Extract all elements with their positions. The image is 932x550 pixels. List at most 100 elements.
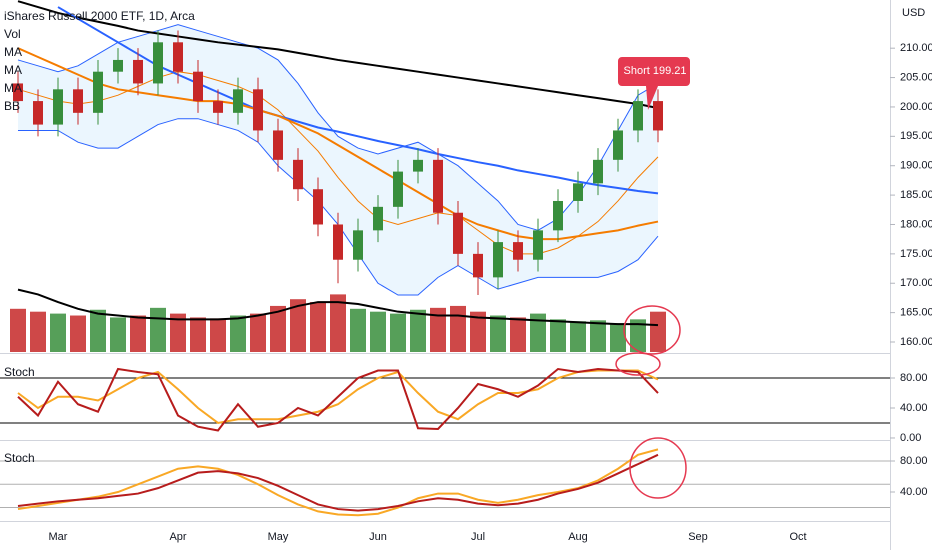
volume-bar — [390, 313, 406, 352]
candle-body — [373, 206, 383, 231]
x-tick-label: Aug — [568, 531, 588, 543]
annotation-text: Short 199.21 — [624, 65, 687, 77]
volume-bar — [570, 321, 586, 352]
volume-bar — [70, 315, 86, 352]
volume-bar — [50, 313, 66, 352]
candle-body — [53, 89, 63, 125]
highlight-circle — [623, 305, 681, 355]
candle-body — [273, 130, 283, 160]
candle-body — [533, 230, 543, 260]
x-tick-label: Mar — [49, 531, 68, 543]
volume-bar — [270, 305, 286, 352]
candle-body — [193, 71, 203, 102]
stoch-k — [17, 367, 659, 432]
volume-bar — [470, 311, 486, 352]
candle-body — [453, 212, 463, 254]
legend-ma: MA — [4, 63, 22, 77]
y-tick-label: 195.00 — [900, 130, 932, 142]
volume-bar — [590, 320, 606, 352]
candle-body — [553, 200, 563, 231]
volume-bar — [230, 315, 246, 352]
highlight-circle — [629, 437, 687, 499]
ma-line — [17, 0, 659, 110]
candle-body — [113, 59, 123, 72]
y-tick-label: 40.00 — [900, 486, 928, 498]
y-tick-label: 190.00 — [900, 160, 932, 172]
y-tick-label: 80.00 — [900, 455, 928, 467]
x-tick-label: Apr — [169, 531, 186, 543]
currency-label: USD — [902, 7, 925, 19]
volume-bar — [90, 309, 106, 352]
candle-body — [13, 83, 23, 102]
ma-line — [17, 47, 659, 241]
candle-body — [473, 253, 483, 278]
volume-bar — [10, 308, 26, 352]
candle-body — [413, 159, 423, 172]
panel-label: Stoch — [4, 365, 35, 379]
candle-body — [313, 189, 323, 225]
candle-body — [353, 230, 363, 260]
volume-bar — [530, 313, 546, 352]
y-tick-label: 170.00 — [900, 277, 932, 289]
candle-body — [593, 159, 603, 184]
legend-ma: MA — [4, 45, 22, 59]
volume-bar — [650, 311, 666, 352]
volume-bar — [290, 299, 306, 352]
y-tick-label: 165.00 — [900, 307, 932, 319]
volume-bar — [250, 313, 266, 352]
volume-bar — [490, 315, 506, 352]
volume-bar — [430, 307, 446, 352]
x-tick-label: Jul — [471, 531, 485, 543]
annotation-box — [618, 57, 690, 110]
stoch-d — [17, 448, 659, 517]
volume-bar — [450, 305, 466, 352]
volume-bar — [130, 315, 146, 352]
legend-ma: MA — [4, 81, 22, 95]
panel-label: Stoch — [4, 451, 35, 465]
candle-body — [253, 89, 263, 131]
candle-body — [653, 101, 663, 131]
candle-body — [433, 159, 443, 213]
candle-body — [73, 89, 83, 113]
candle-body — [173, 42, 183, 72]
x-tick-label: Oct — [789, 531, 806, 543]
y-tick-label: 210.00 — [900, 42, 932, 54]
x-tick-label: May — [268, 531, 289, 543]
volume-bar — [110, 317, 126, 352]
candle-body — [213, 101, 223, 113]
candle-body — [613, 130, 623, 160]
legend-bb: BB — [4, 99, 20, 113]
chart-title: iShares Russell 2000 ETF, 1D, Arca — [4, 9, 195, 23]
volume-bar — [190, 317, 206, 352]
x-tick-label: Sep — [688, 531, 708, 543]
volume-bar — [410, 309, 426, 352]
volume-bar — [30, 311, 46, 352]
candle-body — [393, 171, 403, 207]
legend-volume: Vol — [4, 27, 21, 41]
candle-body — [513, 242, 523, 260]
volume-bar — [610, 323, 626, 352]
candle-body — [573, 183, 583, 201]
bb-basis — [17, 71, 659, 255]
y-tick-label: 200.00 — [900, 101, 932, 113]
y-tick-label: 0.00 — [900, 432, 921, 444]
candle-body — [633, 101, 643, 131]
y-tick-label: 205.00 — [900, 71, 932, 83]
highlight-circle — [615, 352, 661, 376]
volume-bar — [630, 319, 646, 352]
volume-bar — [350, 308, 366, 352]
volume-bar — [170, 313, 186, 352]
volume-bar — [310, 302, 326, 352]
volume-bar — [330, 294, 346, 352]
y-tick-label: 175.00 — [900, 248, 932, 260]
candle-body — [493, 242, 503, 278]
plot: 160.00 165.00 170.00 175.00 180.00 185.00 190.… — [0, 0, 932, 517]
volume-ma — [17, 288, 659, 327]
volume-bar — [150, 307, 166, 352]
volume-bar — [210, 318, 226, 352]
volume-bar — [510, 317, 526, 352]
y-tick-label: 80.00 — [900, 372, 928, 384]
y-tick-label: 180.00 — [900, 218, 932, 230]
x-tick-label: Jun — [369, 531, 387, 543]
